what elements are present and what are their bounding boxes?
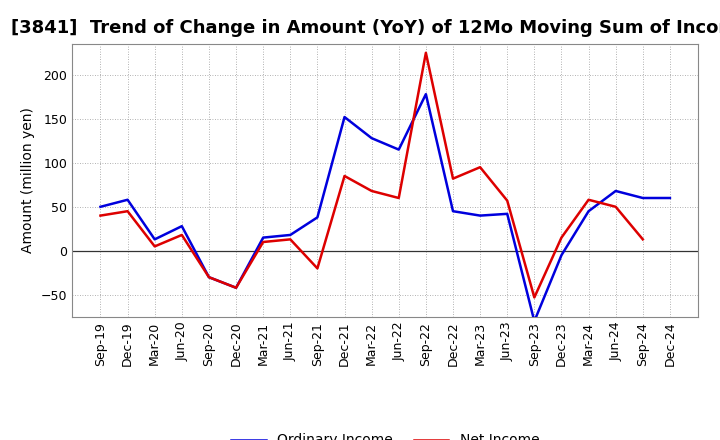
Ordinary Income bbox=[123, 197, 132, 202]
Net Income bbox=[476, 165, 485, 170]
Net Income bbox=[178, 232, 186, 238]
Ordinary Income bbox=[150, 237, 159, 242]
Ordinary Income bbox=[313, 215, 322, 220]
Net Income bbox=[611, 204, 620, 209]
Ordinary Income bbox=[395, 147, 403, 152]
Net Income bbox=[259, 239, 268, 245]
Net Income bbox=[421, 50, 430, 55]
Net Income bbox=[557, 235, 566, 240]
Ordinary Income bbox=[449, 209, 457, 214]
Ordinary Income bbox=[204, 275, 213, 280]
Net Income bbox=[96, 213, 105, 218]
Net Income bbox=[367, 188, 376, 194]
Net Income bbox=[530, 295, 539, 300]
Ordinary Income bbox=[530, 319, 539, 324]
Ordinary Income bbox=[178, 224, 186, 229]
Ordinary Income bbox=[259, 235, 268, 240]
Net Income bbox=[313, 266, 322, 271]
Net Income bbox=[584, 197, 593, 202]
Ordinary Income bbox=[232, 285, 240, 290]
Net Income bbox=[150, 244, 159, 249]
Net Income bbox=[395, 195, 403, 201]
Ordinary Income bbox=[476, 213, 485, 218]
Title: [3841]  Trend of Change in Amount (YoY) of 12Mo Moving Sum of Incomes: [3841] Trend of Change in Amount (YoY) o… bbox=[11, 19, 720, 37]
Net Income bbox=[639, 237, 647, 242]
Net Income bbox=[449, 176, 457, 181]
Net Income bbox=[341, 173, 349, 179]
Net Income bbox=[503, 198, 511, 203]
Net Income bbox=[286, 237, 294, 242]
Ordinary Income bbox=[611, 188, 620, 194]
Legend: Ordinary Income, Net Income: Ordinary Income, Net Income bbox=[225, 427, 545, 440]
Ordinary Income bbox=[584, 209, 593, 214]
Ordinary Income bbox=[557, 253, 566, 258]
Y-axis label: Amount (million yen): Amount (million yen) bbox=[21, 107, 35, 253]
Ordinary Income bbox=[503, 211, 511, 216]
Ordinary Income bbox=[341, 114, 349, 120]
Ordinary Income bbox=[421, 92, 430, 97]
Net Income bbox=[123, 209, 132, 214]
Ordinary Income bbox=[286, 232, 294, 238]
Ordinary Income bbox=[665, 195, 674, 201]
Ordinary Income bbox=[96, 204, 105, 209]
Net Income bbox=[232, 285, 240, 290]
Ordinary Income bbox=[639, 195, 647, 201]
Line: Net Income: Net Income bbox=[101, 53, 643, 297]
Ordinary Income bbox=[367, 136, 376, 141]
Net Income bbox=[204, 275, 213, 280]
Line: Ordinary Income: Ordinary Income bbox=[101, 94, 670, 321]
